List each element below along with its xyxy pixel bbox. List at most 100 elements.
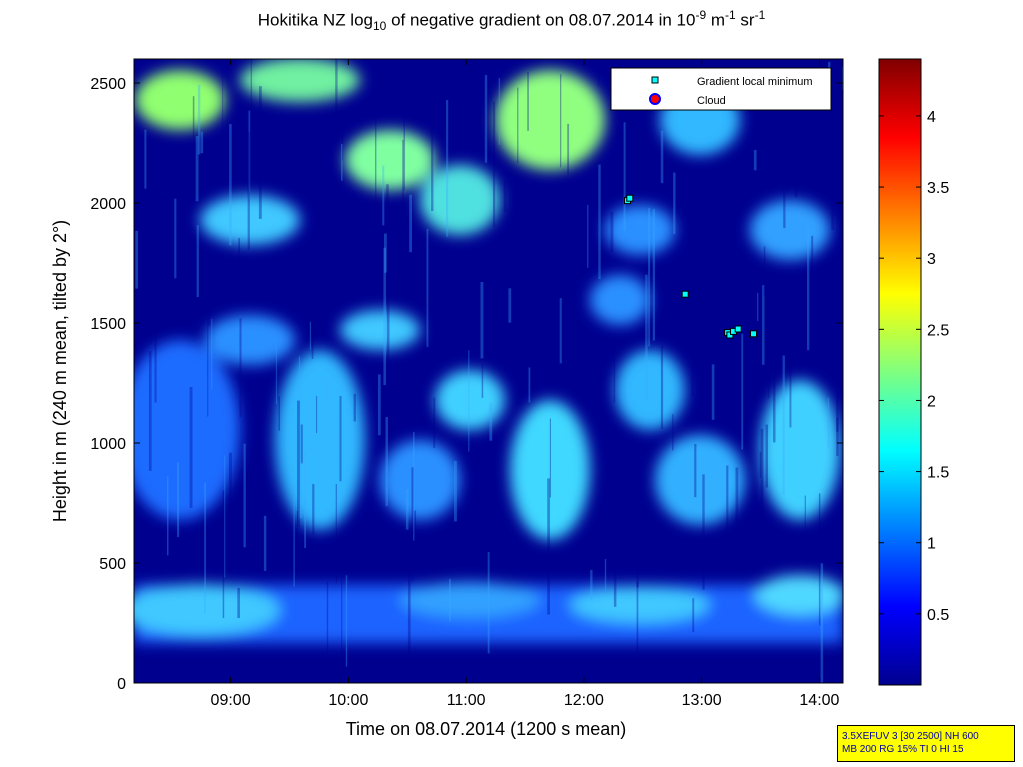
heatmap-blob: [420, 165, 500, 235]
heatmap-streak: [528, 367, 531, 403]
heatmap-streak: [309, 321, 311, 350]
x-axis-label: Time on 08.07.2014 (1200 s mean): [346, 719, 627, 739]
heatmap-streak: [204, 482, 206, 614]
heatmap-streak: [311, 277, 314, 359]
heatmap-streak: [446, 100, 449, 237]
heatmap-streak: [767, 368, 770, 399]
heatmap-blob: [655, 435, 745, 525]
heatmap-streak: [413, 432, 415, 541]
heatmap-blob: [345, 130, 435, 190]
heatmap-streak: [765, 424, 768, 488]
heatmap-streak: [831, 203, 834, 230]
heatmap-streak: [598, 63, 600, 86]
minimum-points: [624, 194, 757, 339]
x-axis-ticks: 09:00 10:00 11:00 12:00 13:00 14:00: [211, 59, 840, 709]
heatmap-blob: [340, 310, 420, 350]
heatmap-blob: [760, 380, 840, 520]
heatmap-streak: [449, 578, 451, 622]
heatmap-streak: [353, 191, 356, 274]
x-tick-label: 11:00: [447, 692, 486, 709]
heatmap-streak: [353, 393, 356, 422]
colorbar-tick-label: 4: [927, 109, 936, 126]
heatmap-streak: [293, 483, 295, 587]
heatmap-streak: [604, 559, 607, 591]
heatmap-streak: [304, 452, 306, 548]
heatmap-streak: [660, 130, 664, 184]
heatmap-streak: [299, 461, 302, 519]
heatmap-streak: [426, 228, 429, 347]
heatmap-streak: [560, 74, 562, 168]
heatmap-streak: [484, 75, 488, 163]
heatmap-streak: [258, 425, 261, 482]
legend-box: [610, 67, 832, 111]
x-tick-label: 14:00: [799, 692, 839, 709]
heatmap-streak: [263, 515, 267, 571]
colorbar-tick-label: 1: [927, 536, 936, 553]
heatmap-blob: [380, 440, 460, 520]
heatmap-streak: [773, 360, 776, 443]
heatmap-streak: [385, 417, 388, 507]
heatmap-streak: [702, 474, 705, 590]
heatmap-streak: [382, 165, 385, 226]
heatmap-streak: [407, 551, 411, 655]
heatmap-streak: [728, 304, 730, 377]
heatmap-streak: [613, 354, 616, 403]
heatmap-streak: [335, 59, 338, 134]
minimum-point: [750, 330, 757, 338]
heatmap-streak: [248, 110, 251, 202]
colorbar-tick-label: 3.5: [927, 180, 949, 197]
heatmap-streak: [836, 417, 839, 456]
heatmap-streak: [384, 233, 387, 273]
heatmap-blob: [510, 400, 590, 540]
heatmap-streak: [623, 122, 626, 231]
x-tick-label: 10:00: [328, 692, 368, 709]
heatmap-streak: [804, 495, 806, 566]
y-axis-ticks: 0 500 1000 1500 2000 2500: [90, 76, 843, 693]
heatmap-streak: [517, 87, 519, 164]
heatmap-streak: [735, 467, 739, 556]
heatmap-streak: [414, 510, 416, 552]
heatmap-streak: [341, 126, 344, 161]
heatmap-streak: [660, 345, 664, 430]
heatmap-streak: [468, 350, 470, 452]
heatmap-streak: [278, 396, 280, 431]
heatmap-streak: [480, 282, 484, 359]
heatmap-streak: [672, 414, 674, 451]
heatmap-streak: [208, 279, 211, 327]
colorbar-tick-label: 2.5: [927, 322, 949, 339]
heatmap-blob: [755, 575, 843, 615]
heatmap-streak: [760, 315, 763, 364]
heatmap-streak: [345, 575, 348, 667]
heatmap-streak: [298, 356, 301, 417]
heatmap-streak: [383, 249, 387, 279]
heatmap-streak: [258, 86, 262, 219]
heatmap-streak: [250, 59, 252, 155]
heatmap-streak: [405, 489, 409, 530]
heatmap-streak: [757, 292, 759, 321]
heatmap-streak: [763, 246, 766, 297]
heatmap-streak: [229, 124, 232, 246]
heatmap-streak: [433, 397, 436, 449]
heatmap-streak: [196, 225, 199, 297]
heatmap-streak: [460, 529, 463, 563]
legend: Gradient local minimum Cloud: [610, 67, 832, 111]
x-tick-label: 12:00: [564, 692, 604, 709]
settings-info-box: 3.5XEFUV 3 [30 2500] NH 600 MB 200 RG 15%…: [837, 725, 1015, 762]
heatmap-streak: [691, 292, 694, 397]
heatmap-streak: [275, 346, 277, 404]
minimum-point: [626, 194, 634, 202]
plot-area: 09:00 10:00 11:00 12:00 13:00 14:00 0 500 1000 1…: [50, 58, 844, 739]
heatmap-streak: [692, 598, 695, 633]
colorbar-frame: [878, 58, 922, 686]
heatmap-streak: [239, 318, 242, 417]
heatmap-streak: [200, 131, 204, 154]
heatmap-streak: [402, 139, 404, 204]
heatmap-streak: [222, 67, 224, 183]
heatmap-blob: [605, 205, 675, 255]
heatmap-streak: [316, 396, 318, 434]
heatmap-streak: [197, 84, 201, 155]
heatmap-streak: [403, 108, 405, 191]
y-tick-label: 2000: [90, 196, 126, 213]
x-tick-label: 09:00: [211, 692, 251, 709]
heatmap-streak: [726, 465, 729, 568]
